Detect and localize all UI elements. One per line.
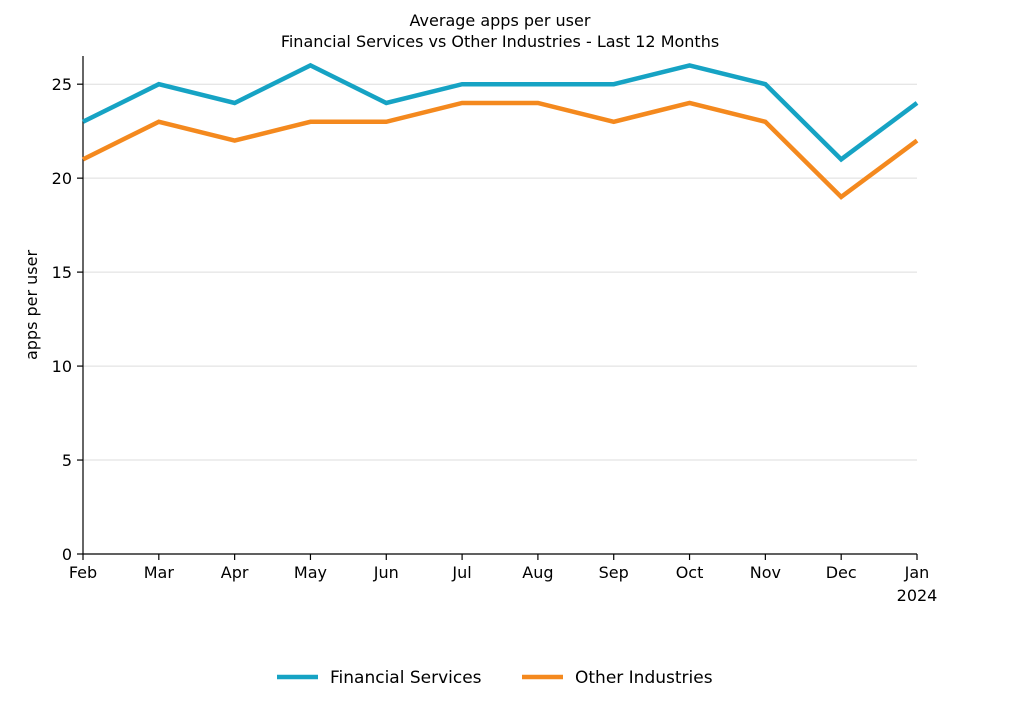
legend: Financial Services Other Industries [277, 668, 713, 688]
x-tick-labels: Feb Mar Apr May Jun Jul Aug Sep Oct Nov Dec Jan 2024 [69, 563, 938, 605]
x-tick-label: Nov [750, 563, 781, 582]
x-tick-label: Jun [373, 563, 399, 582]
series-line-financial-services [82, 62, 919, 163]
x-tick-year-label: 2024 [897, 586, 938, 605]
legend-label-other-industries: Other Industries [575, 668, 713, 688]
x-tick-label: Sep [599, 563, 629, 582]
legend-label-financial-services: Financial Services [330, 668, 482, 688]
series-lines [82, 62, 919, 200]
y-tick-label: 0 [62, 545, 72, 564]
y-tick-labels: 0 5 10 15 20 25 [52, 75, 72, 564]
chart-title: Average apps per user [410, 11, 591, 30]
x-tick-label: May [294, 563, 327, 582]
x-tick-label: Mar [144, 563, 175, 582]
y-tick-label: 5 [62, 451, 72, 470]
x-tick-label: Dec [826, 563, 857, 582]
x-tick-label: Oct [676, 563, 704, 582]
gridlines [83, 83, 917, 461]
y-tick-label: 15 [52, 263, 72, 282]
x-tick-label: Feb [69, 563, 97, 582]
x-tick-label: Aug [522, 563, 553, 582]
y-tick-label: 10 [52, 357, 72, 376]
x-tick-label: Apr [221, 563, 249, 582]
axes [77, 56, 918, 560]
x-tick-label: Jan [904, 563, 930, 582]
x-tick-label: Jul [451, 563, 471, 582]
y-tick-label: 25 [52, 75, 72, 94]
y-axis-label: apps per user [22, 250, 41, 361]
series-line-other-industries [82, 100, 919, 200]
y-tick-label: 20 [52, 169, 72, 188]
chart-subtitle: Financial Services vs Other Industries -… [281, 32, 719, 51]
